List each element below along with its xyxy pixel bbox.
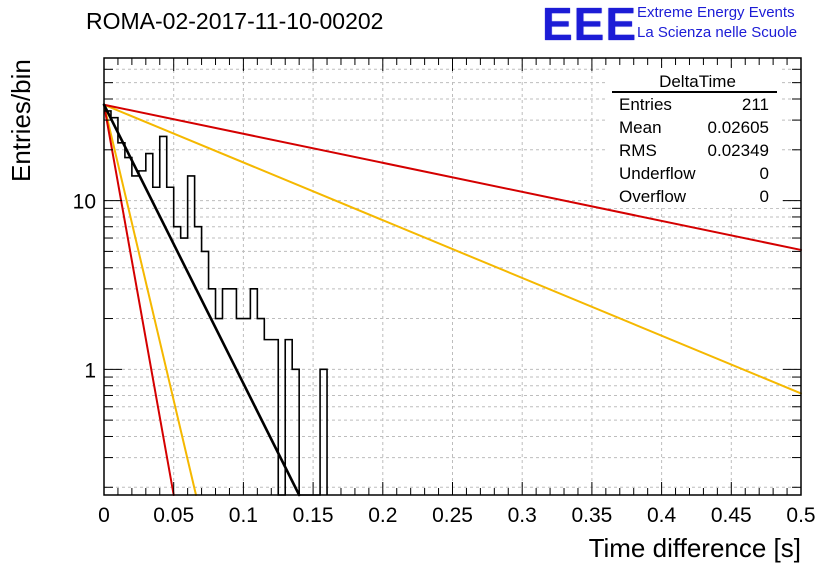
histogram-bin xyxy=(222,289,229,495)
y-axis-label: Entries/bin xyxy=(6,59,36,182)
histogram-bin xyxy=(202,251,209,495)
curve-fit xyxy=(102,103,301,497)
y-tick-label: 10 xyxy=(73,191,96,214)
histogram-outline xyxy=(104,110,328,496)
stats-row-label: RMS xyxy=(619,141,657,160)
histogram-bin xyxy=(292,369,299,495)
curve-red-steep xyxy=(103,103,175,496)
histogram xyxy=(104,110,328,496)
x-axis-label: Time difference [s] xyxy=(588,533,801,563)
stats-row-label: Mean xyxy=(619,118,662,137)
curve-yellow-shallow xyxy=(103,103,802,395)
eee-logo: EEE xyxy=(542,0,638,50)
stats-row-value: 211 xyxy=(742,95,769,114)
histogram-bin xyxy=(229,289,236,495)
histogram-bin xyxy=(195,227,202,495)
stats-row-label: Underflow xyxy=(619,164,696,183)
logo-line-1: Extreme Energy Events xyxy=(637,4,795,21)
y-tick-label: 1 xyxy=(84,359,96,382)
histogram-bin xyxy=(104,111,111,495)
run-title: ROMA-02-2017-11-10-00202 xyxy=(86,8,384,34)
x-tick-label: 0.3 xyxy=(508,504,537,527)
histogram-bin xyxy=(271,340,278,495)
x-tick-label: 0.35 xyxy=(571,504,612,527)
stats-row-label: Overflow xyxy=(619,187,687,206)
x-tick-label: 0.5 xyxy=(786,504,815,527)
x-tick-label: 0 xyxy=(98,504,110,527)
x-tick-label: 0.15 xyxy=(293,504,334,527)
stats-row-value: 0.02349 xyxy=(708,141,769,160)
histogram-bin xyxy=(320,369,327,495)
x-tick-label: 0.4 xyxy=(647,504,677,527)
stats-row-value: 0 xyxy=(760,187,769,206)
axis-ticks: 0 0.05 0.1 0.15 0.2 0.25 0.3 0.35 0.4 0.45 0.5 1 10 xyxy=(73,57,816,527)
logo-line-2: La Scienza nelle Scuole xyxy=(637,24,798,41)
stats-row-value: 0.02605 xyxy=(708,118,769,137)
curve-red-shallow xyxy=(103,103,802,251)
fit-curves xyxy=(102,103,802,497)
x-tick-label: 0.2 xyxy=(368,504,397,527)
histogram-bin xyxy=(250,289,257,495)
x-tick-label: 0.05 xyxy=(153,504,194,527)
curve-yellow-steep xyxy=(103,103,198,496)
x-tick-label: 0.45 xyxy=(711,504,752,527)
x-tick-label: 0.1 xyxy=(229,504,258,527)
stats-row-value: 0 xyxy=(760,164,769,183)
stats-box: DeltaTime Entries 211 Mean 0.02605 RMS 0.02349… xyxy=(608,68,781,208)
histogram-bin xyxy=(188,176,195,495)
histogram-bin xyxy=(264,340,271,495)
stats-row-label: Entries xyxy=(619,95,672,114)
x-tick-label: 0.25 xyxy=(432,504,473,527)
stats-title: DeltaTime xyxy=(659,72,736,91)
histogram-bin xyxy=(146,154,153,495)
histogram-bin xyxy=(174,227,181,495)
